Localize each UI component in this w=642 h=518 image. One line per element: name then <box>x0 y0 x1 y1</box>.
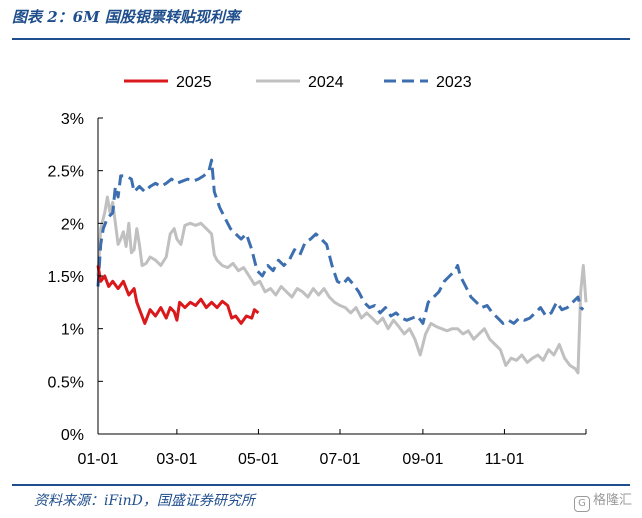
source-note: 资料来源：iFinD，国盛证券研究所 <box>34 493 255 509</box>
y-tick-label: 3% <box>61 111 84 128</box>
watermark: G 格隆汇 <box>573 489 632 512</box>
watermark-logo-icon: G <box>573 496 590 512</box>
legend-label-2024: 2024 <box>308 74 344 91</box>
series-2023-line <box>96 158 585 325</box>
series-2024-line <box>96 195 588 375</box>
figure-title: 图表 2：6M 国股银票转贴现利率 <box>12 8 240 26</box>
axes: 0% 0.5% 1% 1.5% 2% 2.5% 3% 01-01 03-01 05-01 07-01… <box>48 111 587 468</box>
y-tick-label: 0.5% <box>48 374 84 391</box>
watermark-text: 格隆汇 <box>592 493 632 508</box>
series-layer <box>96 158 588 375</box>
y-tick-label: 1% <box>61 322 84 339</box>
x-tick-label: 03-01 <box>156 451 197 468</box>
legend-label-2023: 2023 <box>436 74 472 91</box>
top-rule <box>12 38 630 40</box>
bottom-rule <box>12 484 630 486</box>
x-tick-label: 11-01 <box>485 451 525 468</box>
y-tick-label: 1.5% <box>48 269 84 286</box>
legend: 2025 2024 2023 <box>124 74 472 91</box>
y-tick-label: 0% <box>61 427 84 444</box>
x-tick-label: 01-01 <box>78 451 119 468</box>
x-tick-label: 07-01 <box>320 451 361 468</box>
legend-label-2025: 2025 <box>176 74 212 91</box>
y-tick-label: 2% <box>61 216 84 233</box>
series-2025-line <box>96 265 260 325</box>
y-tick-label: 2.5% <box>48 164 84 181</box>
x-tick-label: 09-01 <box>402 451 443 468</box>
x-tick-label: 05-01 <box>238 451 279 468</box>
